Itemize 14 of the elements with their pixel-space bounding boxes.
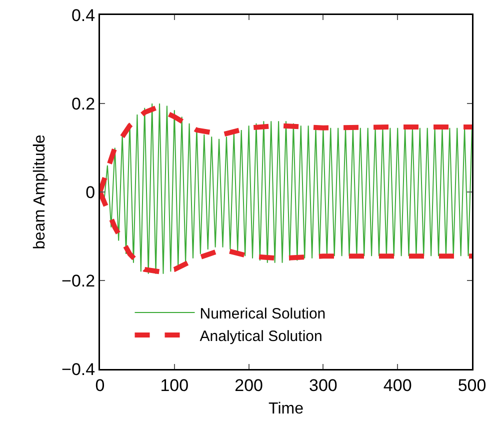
y-tick-label: −0.4 xyxy=(62,360,96,379)
y-tick-label: 0.4 xyxy=(71,6,96,25)
y-axis-title: beam Amplitude xyxy=(32,134,49,250)
x-axis-title: Time xyxy=(268,400,304,418)
legend-label: Numerical Solution xyxy=(200,305,326,322)
x-tick-label: 200 xyxy=(234,376,263,395)
y-tick-label: −0.2 xyxy=(62,271,96,290)
x-tick-label: 100 xyxy=(160,376,189,395)
y-tick-label: 0 xyxy=(86,182,96,202)
x-tick-label: 300 xyxy=(309,376,338,395)
x-tick-label: 500 xyxy=(458,376,486,395)
y-tick-label: 0.2 xyxy=(71,94,96,114)
legend-label: Analytical Solution xyxy=(200,328,322,345)
x-tick-label: 400 xyxy=(383,376,412,395)
